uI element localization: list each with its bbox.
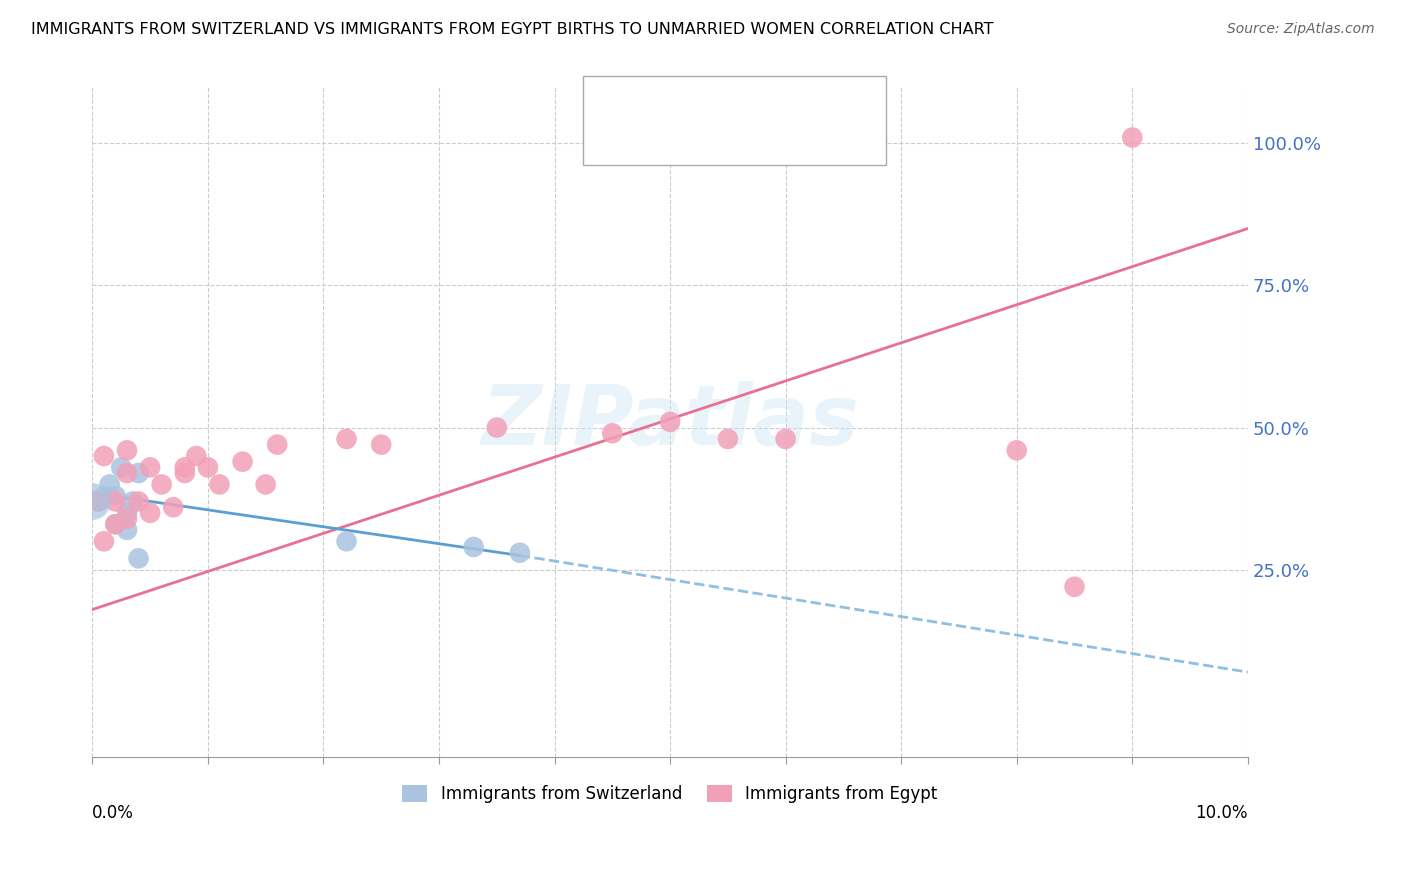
Text: N = 30: N = 30 xyxy=(780,130,853,150)
Point xyxy=(832,136,855,151)
Point xyxy=(121,494,143,508)
Point xyxy=(335,432,357,446)
Point xyxy=(93,534,115,549)
Point xyxy=(115,523,138,537)
Text: 0.0%: 0.0% xyxy=(93,805,134,822)
Text: IMMIGRANTS FROM SWITZERLAND VS IMMIGRANTS FROM EGYPT BIRTHS TO UNMARRIED WOMEN C: IMMIGRANTS FROM SWITZERLAND VS IMMIGRANT… xyxy=(31,22,994,37)
Point xyxy=(93,489,115,503)
Point xyxy=(208,477,231,491)
Point xyxy=(254,477,277,491)
Text: 10.0%: 10.0% xyxy=(1195,805,1249,822)
Point xyxy=(104,517,127,532)
Point xyxy=(1121,130,1143,145)
Point xyxy=(150,477,173,491)
Point xyxy=(173,466,195,480)
Bar xyxy=(596,128,626,156)
Point xyxy=(266,437,288,451)
Point xyxy=(115,466,138,480)
Point xyxy=(128,551,150,566)
Point xyxy=(173,460,195,475)
Point xyxy=(115,443,138,458)
Point xyxy=(162,500,184,515)
Text: R = -0.421: R = -0.421 xyxy=(638,90,735,108)
Point xyxy=(232,455,254,469)
Point xyxy=(197,460,219,475)
Point xyxy=(370,437,392,451)
Point xyxy=(1005,443,1028,458)
Point xyxy=(139,460,162,475)
Point xyxy=(110,460,132,475)
Point xyxy=(186,449,208,463)
Point xyxy=(98,477,121,491)
Point xyxy=(82,494,104,508)
Text: Source: ZipAtlas.com: Source: ZipAtlas.com xyxy=(1227,22,1375,37)
Point xyxy=(509,546,531,560)
Point xyxy=(87,494,110,508)
Point xyxy=(104,489,127,503)
Text: N = 14: N = 14 xyxy=(780,89,853,109)
Point xyxy=(463,540,485,554)
Point xyxy=(775,432,797,446)
Point xyxy=(335,534,357,549)
Point xyxy=(128,466,150,480)
Point xyxy=(128,494,150,508)
Point xyxy=(115,511,138,525)
Point xyxy=(93,449,115,463)
Point xyxy=(104,494,127,508)
Point xyxy=(600,426,623,441)
FancyBboxPatch shape xyxy=(583,76,886,165)
Bar xyxy=(596,85,626,113)
Point xyxy=(139,506,162,520)
Point xyxy=(87,494,110,508)
Point xyxy=(717,432,740,446)
Point xyxy=(115,506,138,520)
Legend: Immigrants from Switzerland, Immigrants from Egypt: Immigrants from Switzerland, Immigrants … xyxy=(395,778,945,809)
Point xyxy=(485,420,508,434)
Point xyxy=(659,415,682,429)
Point xyxy=(104,517,127,532)
Point xyxy=(1063,580,1085,594)
Text: ZIPatlas: ZIPatlas xyxy=(481,382,859,462)
Text: R =  0.649: R = 0.649 xyxy=(638,131,734,149)
